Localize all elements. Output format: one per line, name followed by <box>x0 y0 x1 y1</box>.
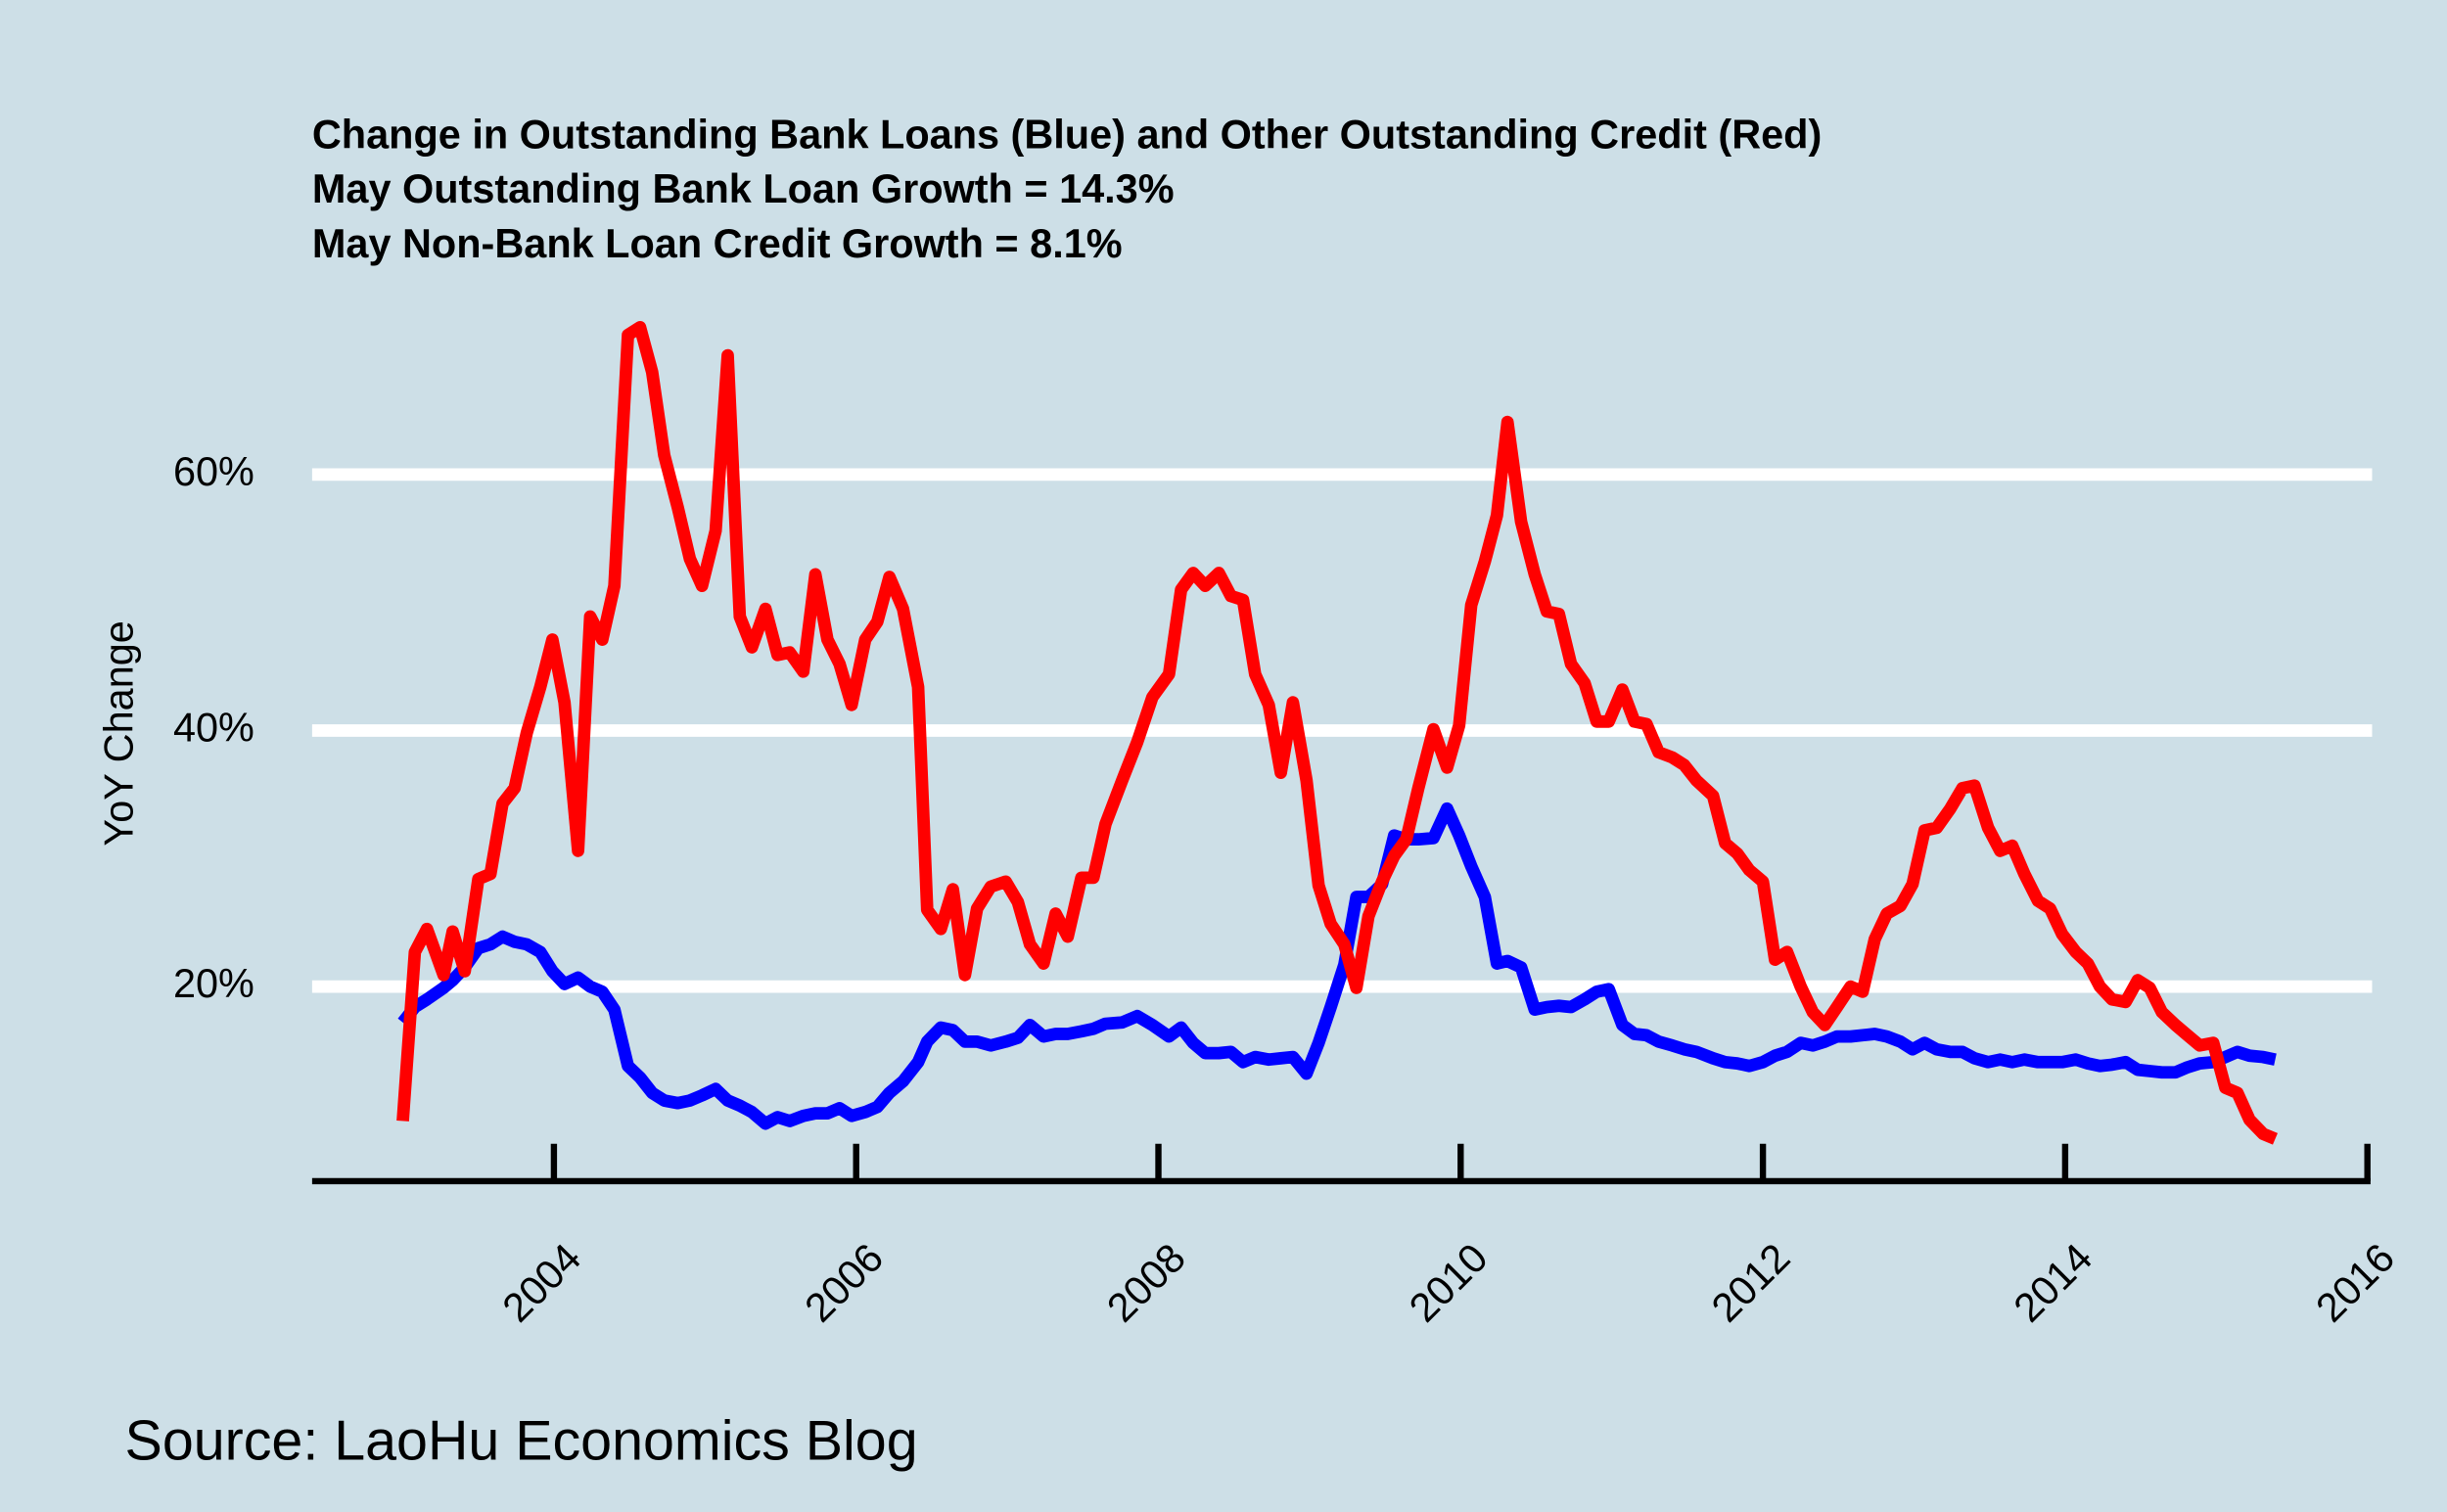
y-tick-label: 20% <box>173 960 254 1006</box>
y-tick-label: 40% <box>173 704 254 750</box>
y-tick-label: 60% <box>173 448 254 494</box>
y-axis-label: YoY Change <box>95 620 141 846</box>
chart-subtitle: May Outstanding Bank Loan Growth = 14.3% <box>312 165 1175 211</box>
chart-subtitle: May Non-Bank Loan Credit Growth = 8.1% <box>312 220 1123 266</box>
chart-title: Change in Outstanding Bank Loans (Blue) … <box>312 111 1822 157</box>
source-note: Source: LaoHu Economics Blog <box>125 1410 918 1473</box>
data-line <box>396 320 2278 1145</box>
